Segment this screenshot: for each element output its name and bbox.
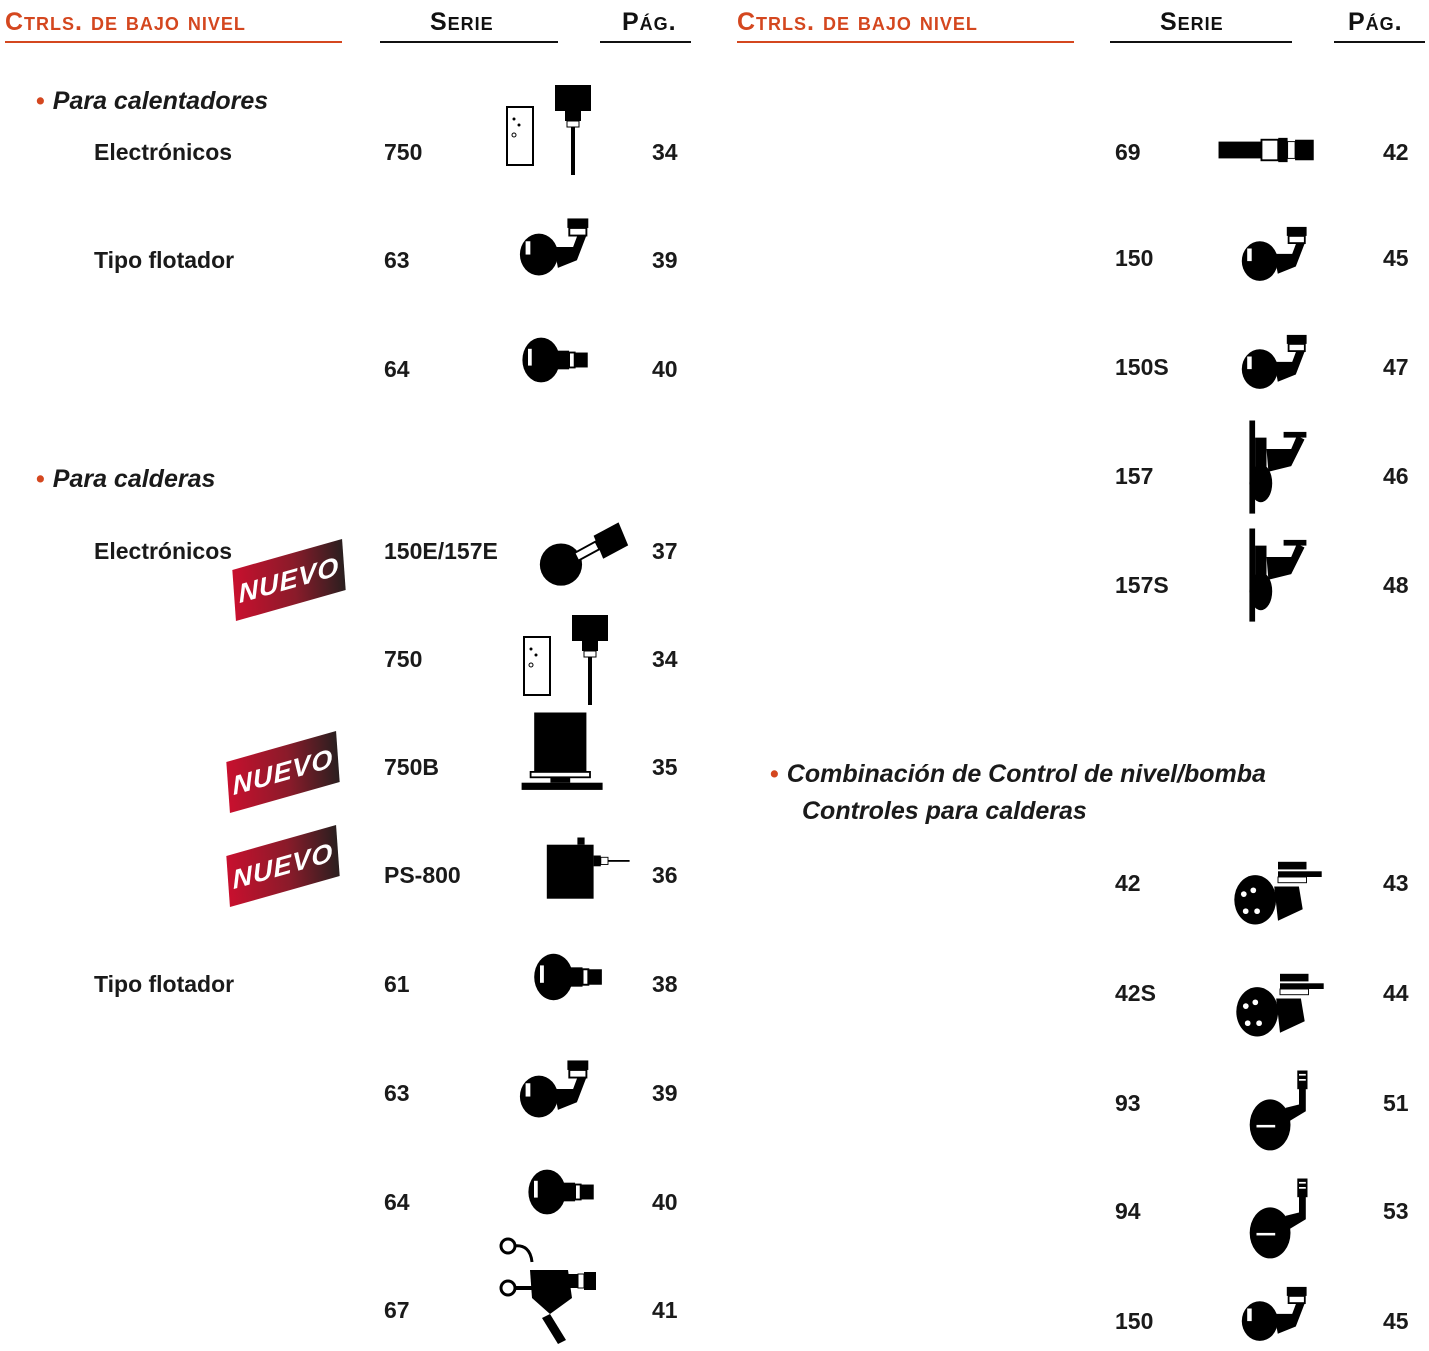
pag-label: 48 bbox=[1383, 572, 1409, 598]
pag-label: 41 bbox=[652, 1297, 678, 1323]
serie-label: 63 bbox=[384, 1080, 410, 1106]
section-title-text: Para calderas bbox=[52, 465, 216, 493]
pag-label: 36 bbox=[652, 862, 678, 888]
float-control-icon bbox=[1230, 858, 1326, 934]
pag-label: 39 bbox=[652, 1080, 678, 1106]
serie-label: PS-800 bbox=[384, 862, 461, 888]
section-subtitle-controles: Controles para calderas bbox=[802, 797, 1087, 825]
header-right-pag-underline bbox=[1334, 41, 1425, 43]
header-left-pag: Pág. bbox=[622, 8, 677, 36]
header-left-serie-underline bbox=[380, 41, 558, 43]
section-title-calderas: • Para calderas bbox=[36, 465, 215, 494]
float-control-icon bbox=[528, 948, 610, 1006]
float-control-icon bbox=[1240, 1280, 1312, 1346]
pag-label: 34 bbox=[652, 139, 678, 165]
header-left-title-underline bbox=[5, 41, 342, 43]
serie-label: 94 bbox=[1115, 1198, 1141, 1224]
pag-label: 40 bbox=[652, 1189, 678, 1215]
float-control-icon bbox=[1240, 220, 1312, 286]
float-control-icon bbox=[524, 1164, 600, 1220]
header-right-title: Ctrls. de bajo nivel bbox=[737, 8, 978, 36]
float-control-icon bbox=[1240, 328, 1312, 394]
float-control-icon bbox=[1238, 420, 1314, 516]
float-control-icon bbox=[518, 332, 594, 388]
box-control-icon bbox=[518, 712, 608, 794]
serie-label: 150E/157E bbox=[384, 538, 498, 564]
sub-flotador-1: Tipo flotador bbox=[94, 247, 235, 273]
float-control-icon bbox=[1248, 1176, 1316, 1266]
serie-label: 157 bbox=[1115, 463, 1154, 489]
pag-label: 38 bbox=[652, 971, 678, 997]
probe-control-icon bbox=[505, 82, 605, 178]
sub-flotador-2: Tipo flotador bbox=[94, 971, 235, 997]
serie-label: 150S bbox=[1115, 354, 1169, 380]
bullet-dot: • bbox=[36, 465, 45, 493]
serie-label: 150 bbox=[1115, 1308, 1154, 1334]
pag-label: 39 bbox=[652, 247, 678, 273]
section-title-combinacion: • Combinación de Control de nivel/bomba bbox=[770, 760, 1266, 789]
section-title-text: Combinación de Control de nivel/bomba bbox=[786, 760, 1266, 788]
inline-probe-icon bbox=[1216, 136, 1320, 164]
float-control-icon bbox=[518, 1054, 594, 1122]
nuevo-badge: NUEVO bbox=[232, 538, 346, 622]
pag-label: 40 bbox=[652, 356, 678, 382]
section-title-calentadores: • Para calentadores bbox=[36, 87, 268, 116]
float-control-icon bbox=[1248, 1068, 1316, 1158]
serie-label: 150 bbox=[1115, 245, 1154, 271]
nuevo-badge: NUEVO bbox=[226, 730, 340, 814]
float-control-icon bbox=[1238, 528, 1314, 624]
header-right-title-underline bbox=[737, 41, 1074, 43]
float-control-icon bbox=[518, 212, 594, 280]
nuevo-badge: NUEVO bbox=[226, 824, 340, 908]
sub-electronicos-2: Electrónicos bbox=[94, 538, 233, 564]
header-right-serie: Serie bbox=[1160, 8, 1224, 36]
bullet-dot: • bbox=[770, 760, 779, 788]
serie-label: 61 bbox=[384, 971, 410, 997]
pag-label: 53 bbox=[1383, 1198, 1409, 1224]
serie-label: 750 bbox=[384, 646, 423, 672]
bullet-dot: • bbox=[36, 87, 45, 115]
pag-label: 37 bbox=[652, 538, 678, 564]
header-right-serie-underline bbox=[1110, 41, 1292, 43]
pag-label: 51 bbox=[1383, 1090, 1409, 1116]
float-control-icon bbox=[496, 1236, 606, 1346]
pag-label: 45 bbox=[1383, 245, 1409, 271]
sub-electronicos-1: Electrónicos bbox=[94, 139, 233, 165]
serie-label: 750B bbox=[384, 754, 439, 780]
pag-label: 44 bbox=[1383, 980, 1409, 1006]
pag-label: 34 bbox=[652, 646, 678, 672]
pag-label: 35 bbox=[652, 754, 678, 780]
pag-label: 47 bbox=[1383, 354, 1409, 380]
pag-label: 46 bbox=[1383, 463, 1409, 489]
header-left-serie: Serie bbox=[430, 8, 494, 36]
serie-label: 42S bbox=[1115, 980, 1156, 1006]
serie-label: 63 bbox=[384, 247, 410, 273]
header-left-title: Ctrls. de bajo nivel bbox=[5, 8, 246, 36]
serie-label: 750 bbox=[384, 139, 423, 165]
header-left-pag-underline bbox=[600, 41, 691, 43]
float-control-icon bbox=[1230, 970, 1330, 1046]
electronic-control-icon bbox=[536, 520, 632, 588]
serie-label: 64 bbox=[384, 356, 410, 382]
header-right-pag: Pág. bbox=[1348, 8, 1403, 36]
box-control-icon bbox=[545, 836, 635, 902]
serie-label: 69 bbox=[1115, 139, 1141, 165]
serie-label: 93 bbox=[1115, 1090, 1141, 1116]
serie-label: 157S bbox=[1115, 572, 1169, 598]
pag-label: 42 bbox=[1383, 139, 1409, 165]
serie-label: 42 bbox=[1115, 870, 1141, 896]
serie-label: 64 bbox=[384, 1189, 410, 1215]
section-title-text: Para calentadores bbox=[52, 87, 269, 115]
pag-label: 45 bbox=[1383, 1308, 1409, 1334]
serie-label: 67 bbox=[384, 1297, 410, 1323]
probe-control-icon bbox=[522, 612, 622, 708]
pag-label: 43 bbox=[1383, 870, 1409, 896]
